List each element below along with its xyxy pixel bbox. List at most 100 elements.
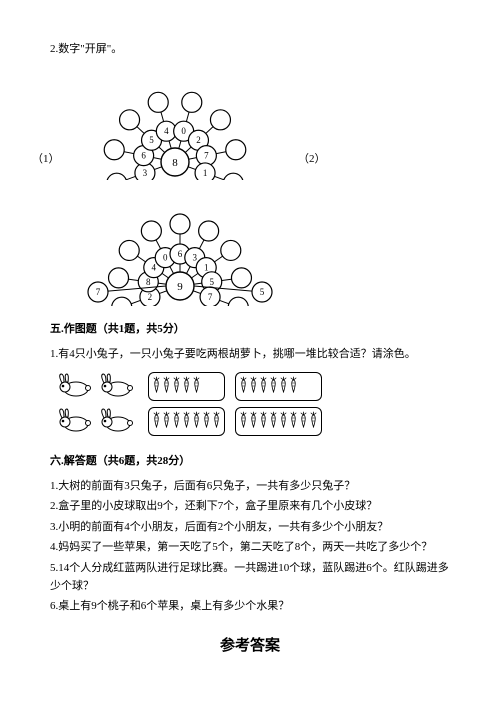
carrot (299, 410, 308, 433)
rabbit-icon (98, 372, 134, 398)
carrot-icon (289, 375, 298, 393)
carrot (239, 375, 248, 398)
carrot (279, 375, 288, 398)
inner-value: 3 (143, 168, 148, 178)
rabbit-icon (56, 407, 92, 433)
carrot (269, 375, 278, 398)
inner-value: 5 (209, 277, 214, 287)
carrot-icon (202, 410, 211, 428)
section6-title: 六.解答题（共6题，共28分） (50, 452, 450, 468)
carrot-icon (152, 375, 161, 393)
extra-value: 5 (260, 287, 265, 297)
carrot (259, 410, 268, 433)
inner-value: 4 (152, 263, 157, 273)
carrot-icon (259, 410, 268, 428)
inner-value: 1 (203, 168, 208, 178)
carrot-icon (279, 375, 288, 393)
carrot-box (235, 372, 322, 401)
fan-diagram-1: （1） （2） 365402718 (60, 70, 320, 180)
carrot-icon (239, 410, 248, 428)
carrot-box (148, 407, 225, 436)
carrot-icon (162, 375, 171, 393)
section6-item: 4.妈妈买了一些苹果，第一天吃了5个，第二天吃了8个，两天一共吃了多少个？ (50, 539, 450, 557)
carrot (182, 410, 191, 433)
carrot-icon (269, 375, 278, 393)
inner-value: 4 (164, 126, 169, 136)
carrot (239, 410, 248, 433)
carrot-icon (192, 410, 201, 428)
inner-value: 1 (204, 263, 209, 273)
fan-svg: 284063157759 (60, 186, 320, 306)
inner-value: 3 (193, 253, 198, 263)
carrot-icon (279, 410, 288, 428)
carrot (172, 375, 181, 398)
carrot (309, 410, 318, 433)
carrot (202, 410, 211, 433)
carrot (192, 410, 201, 433)
section6-item: 2.盒子里的小皮球取出9个，还剩下7个，盒子里原来有几个小皮球？ (50, 498, 450, 516)
inner-value: 0 (163, 253, 168, 263)
carrot-icon (309, 410, 318, 428)
carrot-icon (172, 410, 181, 428)
rabbit (56, 372, 92, 403)
carrot (152, 410, 161, 433)
rabbit (98, 372, 134, 403)
fan1-label-left: （1） (32, 150, 60, 166)
carrot-icon (299, 410, 308, 428)
answer-title: 参考答案 (50, 634, 450, 655)
section6-item: 1.大树的前面有3只兔子，后面有6只兔子，一共有多少只兔子？ (50, 478, 450, 496)
carrot (249, 410, 258, 433)
carrot-icon (289, 410, 298, 428)
carrot-box (235, 407, 322, 436)
carrot (182, 375, 191, 398)
carrot-box (148, 372, 225, 401)
carrot (259, 375, 268, 398)
section5-q1: 1.有4只小兔子，一只小兔子要吃两根胡萝卜，挑哪一堆比较合适？请涂色。 (50, 346, 450, 364)
carrot-icon (162, 410, 171, 428)
center-value: 8 (172, 157, 178, 169)
inner-value: 6 (178, 249, 183, 259)
carrot-icon (152, 410, 161, 428)
center-value: 9 (177, 281, 183, 293)
carrot-icon (239, 375, 248, 393)
rabbit-icon (98, 407, 134, 433)
extra-value: 7 (96, 287, 101, 297)
inner-value: 2 (148, 292, 153, 302)
carrot (172, 410, 181, 433)
inner-value: 8 (146, 277, 151, 287)
inner-value: 2 (196, 135, 201, 145)
carrot (152, 375, 161, 398)
rabbit (56, 407, 92, 438)
carrot (192, 375, 201, 398)
rabbit-icon (56, 372, 92, 398)
carrot (212, 410, 221, 433)
carrot-icon (182, 375, 191, 393)
rabbit (98, 407, 134, 438)
inner-value: 0 (181, 126, 186, 136)
carrot (162, 375, 171, 398)
carrot (162, 410, 171, 433)
inner-value: 7 (208, 292, 213, 302)
carrot-groups (148, 372, 322, 436)
carrot-icon (192, 375, 201, 393)
inner-value: 5 (149, 135, 154, 145)
fan-diagram-2: 284063157759 (60, 186, 320, 306)
drawing-row (56, 372, 450, 438)
section6-item: 5.14个人分成红蓝两队进行足球比赛。一共踢进10个球，蓝队踢进6个。红队踢进多… (50, 560, 450, 595)
section6-list: 1.大树的前面有3只兔子，后面有6只兔子，一共有多少只兔子？ 2.盒子里的小皮球取… (50, 478, 450, 616)
carrot (279, 410, 288, 433)
carrot-icon (212, 410, 221, 428)
inner-value: 7 (204, 151, 209, 161)
fan-svg: 3 654 027 1 8 (60, 70, 320, 180)
carrot-icon (249, 375, 258, 393)
section6-item: 6.桌上有9个桃子和6个苹果，桌上有多少个水果？ (50, 598, 450, 616)
inner-value: 6 (141, 151, 146, 161)
carrot (289, 375, 298, 398)
carrot-icon (259, 375, 268, 393)
carrot-icon (249, 410, 258, 428)
carrot-icon (269, 410, 278, 428)
carrot (249, 375, 258, 398)
carrot (289, 410, 298, 433)
carrot (269, 410, 278, 433)
carrot-icon (182, 410, 191, 428)
